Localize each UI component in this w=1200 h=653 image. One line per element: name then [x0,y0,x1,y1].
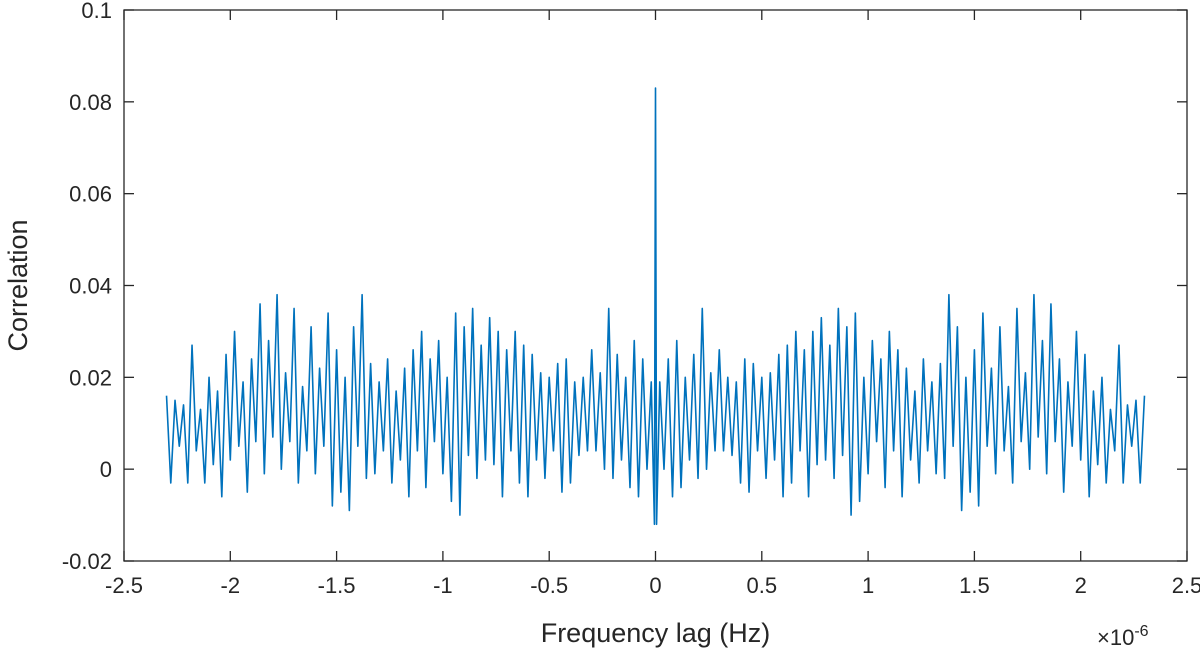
x-tick-label: -2.5 [105,573,143,598]
x-axis-label: Frequency lag (Hz) [541,618,771,648]
y-tick-label: 0 [100,457,112,482]
y-axis-ticks: -0.02 0 0.02 0.04 0.06 0.08 0.1 [62,0,1187,574]
y-axis-label: Correlation [3,219,33,351]
x-tick-label: -1 [433,573,453,598]
x-tick-label: -0.5 [530,573,568,598]
x-axis-multiplier-base: ×10 [1097,625,1134,650]
x-tick-label: -1.5 [318,573,356,598]
x-tick-label: 0.5 [747,573,778,598]
x-tick-label: 1 [862,573,874,598]
x-tick-label: -2 [221,573,241,598]
y-tick-label: -0.02 [62,549,112,574]
x-tick-label: 0 [649,573,661,598]
y-tick-label: 0.08 [69,90,112,115]
y-tick-label: 0.04 [69,274,112,299]
x-tick-label: 2 [1075,573,1087,598]
y-tick-label: 0.02 [69,365,112,390]
y-tick-label: 0.06 [69,182,112,207]
x-tick-label: 1.5 [959,573,990,598]
x-axis-multiplier: ×10-6 [1097,623,1149,650]
series-line [165,87,1146,526]
x-axis-ticks: -2.5 -2 -1.5 -1 -0.5 0 0.5 1 1.5 2 2.5 [105,10,1200,598]
plot-area [165,87,1146,526]
axes-box [123,9,1188,562]
x-tick-label: 2.5 [1172,573,1200,598]
y-tick-label: 0.1 [81,0,112,23]
x-axis-multiplier-exponent: -6 [1134,623,1148,640]
